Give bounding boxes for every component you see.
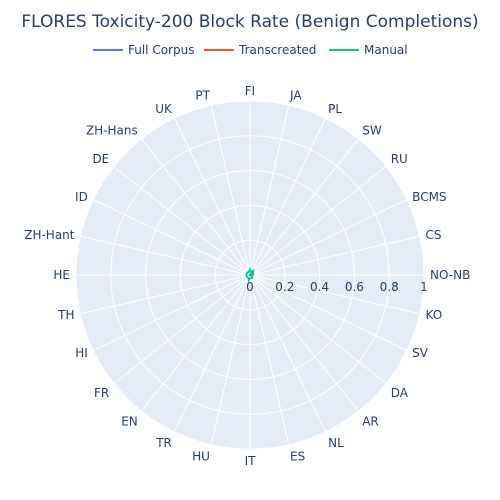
- grid-spoke: [249, 274, 387, 384]
- legend-item: Transcreated: [238, 43, 316, 57]
- series-line: [245, 267, 255, 283]
- category-label: HI: [75, 346, 88, 360]
- category-label: RU: [391, 152, 408, 166]
- radial-tick-label: 0.4: [310, 280, 329, 294]
- category-label: ES: [290, 449, 305, 463]
- legend: Full Corpus Transcreated Manual: [93, 43, 408, 57]
- grid-spoke: [249, 274, 407, 351]
- category-label: AR: [362, 415, 379, 429]
- grid-spoke: [249, 138, 359, 276]
- grid-spoke: [210, 105, 251, 276]
- grid-spoke: [141, 138, 251, 276]
- category-label: KO: [425, 308, 442, 322]
- grid-spoke: [249, 118, 326, 276]
- category-label: SW: [362, 123, 382, 137]
- grid-spoke: [93, 274, 251, 351]
- grid-spoke: [249, 274, 326, 432]
- grid-spoke: [174, 274, 251, 432]
- category-labels: NO-NB CS BCMS RU SW PL JA FI PT UK ZH-Hans DE ID ZH-H…: [24, 84, 470, 468]
- grid-spoke: [174, 118, 251, 276]
- category-label: HE: [53, 268, 70, 282]
- grid-spoke: [249, 105, 290, 276]
- category-label: IT: [245, 454, 257, 468]
- category-label: NO-NB: [430, 268, 470, 282]
- category-label: EN: [121, 415, 138, 429]
- category-label: ZH-Hant: [24, 228, 75, 242]
- grid-spoke: [141, 274, 251, 412]
- radial-tick-label: 0.2: [275, 280, 294, 294]
- radial-tick-labels: 0 0.2 0.4 0.6 0.8 1: [246, 280, 428, 294]
- category-label: FI: [245, 84, 255, 98]
- grid-spoke: [249, 166, 387, 276]
- category-label: HU: [192, 449, 210, 463]
- polar-grid: [75, 100, 425, 450]
- grid-spoke: [80, 274, 251, 315]
- category-label: ZH-Hans: [86, 123, 138, 137]
- category-label: FR: [94, 386, 109, 400]
- radial-tick-label: 0: [246, 280, 254, 294]
- category-label: BCMS: [412, 190, 446, 204]
- grid-spoke: [210, 274, 251, 445]
- category-label: CS: [425, 228, 441, 242]
- grid-spoke: [249, 235, 420, 276]
- grid-spoke: [249, 274, 290, 445]
- category-label: PL: [328, 102, 342, 116]
- category-label: ID: [75, 190, 88, 204]
- grid-spoke: [249, 199, 407, 276]
- category-label: PT: [195, 89, 210, 103]
- category-label: DE: [92, 152, 109, 166]
- grid-spoke: [93, 199, 251, 276]
- grid-spoke: [249, 274, 359, 412]
- radial-tick-label: 0.6: [345, 280, 364, 294]
- series-traces: [245, 267, 255, 283]
- grid-spoke: [80, 235, 251, 276]
- legend-item: Full Corpus: [128, 43, 194, 57]
- radial-tick-label: 1: [420, 280, 428, 294]
- category-label: NL: [328, 436, 344, 450]
- grid-spoke: [113, 274, 251, 384]
- category-label: DA: [391, 386, 409, 400]
- legend-item: Manual: [364, 43, 408, 57]
- grid-spoke: [113, 166, 251, 276]
- grid-spoke: [249, 274, 420, 315]
- category-label: UK: [155, 102, 173, 116]
- category-label: SV: [412, 346, 429, 360]
- chart-title: FLORES Toxicity-200 Block Rate (Benign C…: [21, 12, 478, 32]
- category-label: TH: [57, 308, 74, 322]
- category-label: TR: [155, 436, 172, 450]
- category-label: JA: [289, 89, 302, 103]
- radial-tick-label: 0.8: [380, 280, 399, 294]
